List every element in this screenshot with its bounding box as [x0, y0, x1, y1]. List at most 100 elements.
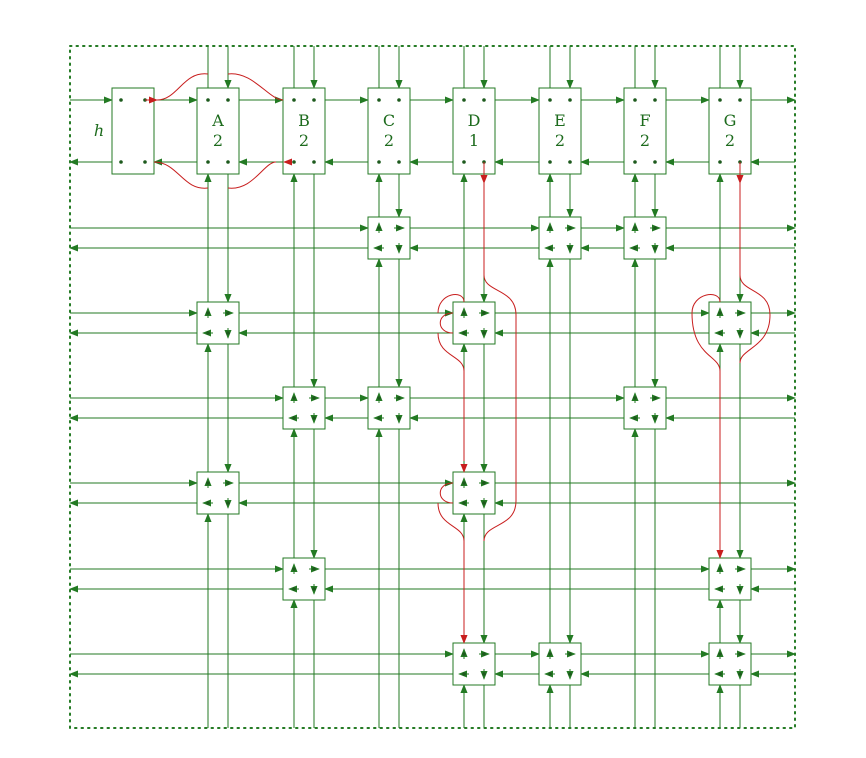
- crossing-port: [292, 396, 296, 400]
- crossing-port: [738, 311, 742, 315]
- column-box-port: [226, 160, 230, 164]
- crossing-port: [738, 672, 742, 676]
- crossing-port: [462, 652, 466, 656]
- crossing-port: [738, 587, 742, 591]
- crossing-box: [538, 642, 582, 686]
- crossing-port: [206, 481, 210, 485]
- column-box-port: [653, 98, 657, 102]
- crossing-port: [226, 481, 230, 485]
- column-box-port: [633, 160, 637, 164]
- column-letter-e: E: [554, 111, 566, 130]
- crossing-port: [312, 416, 316, 420]
- crossing-port: [377, 246, 381, 250]
- crossing-port: [653, 396, 657, 400]
- crossing-box: [623, 386, 667, 430]
- crossing-port: [548, 672, 552, 676]
- crossing-port: [462, 672, 466, 676]
- column-box-port: [397, 160, 401, 164]
- crossing-port: [292, 416, 296, 420]
- column-letter-b: B: [298, 111, 310, 130]
- crossing-box: [196, 471, 240, 515]
- column-box-a: [196, 87, 240, 175]
- crossing-port: [377, 416, 381, 420]
- crossing-port: [226, 311, 230, 315]
- h-box-port: [143, 160, 147, 164]
- h-box: [111, 87, 155, 175]
- column-box-port: [312, 98, 316, 102]
- red-d-left-bump-4: [439, 482, 454, 504]
- column-box-port: [718, 160, 722, 164]
- crossing-box: [282, 386, 326, 430]
- crossing-port: [633, 226, 637, 230]
- crossing-port: [462, 311, 466, 315]
- crossing-port: [548, 246, 552, 250]
- crossing-port: [568, 246, 572, 250]
- column-box-f: [623, 87, 667, 175]
- crossing-box: [452, 642, 496, 686]
- crossing-port: [377, 226, 381, 230]
- crossing-port: [653, 226, 657, 230]
- column-box-port: [568, 160, 572, 164]
- crossing-port: [312, 396, 316, 400]
- column-number-e: 2: [555, 131, 565, 150]
- crossing-port: [206, 501, 210, 505]
- crossing-box: [708, 557, 752, 601]
- crossing-box: [367, 216, 411, 260]
- crossing-port: [397, 246, 401, 250]
- column-number-f: 2: [640, 131, 650, 150]
- column-box-port: [482, 98, 486, 102]
- crossing-port: [226, 331, 230, 335]
- crossing-port: [718, 331, 722, 335]
- crossing-port: [206, 311, 210, 315]
- crossing-port: [738, 331, 742, 335]
- h-label: h: [94, 121, 104, 140]
- red-loop-a-top-left: [156, 73, 209, 101]
- crossing-port: [292, 567, 296, 571]
- h-box-port: [119, 98, 123, 102]
- red-d-left-descent: [437, 332, 465, 461]
- column-box-e: [538, 87, 582, 175]
- crossing-box: [538, 216, 582, 260]
- crossing-port: [568, 226, 572, 230]
- crossing-port: [548, 226, 552, 230]
- column-letter-c: C: [383, 111, 395, 130]
- red-d-left-lower: [437, 502, 465, 638]
- red-g-right-loop: [739, 183, 771, 364]
- crossing-port: [397, 226, 401, 230]
- crossing-box: [623, 216, 667, 260]
- column-box-port: [718, 98, 722, 102]
- column-box-port: [738, 98, 742, 102]
- crossing-box: [708, 642, 752, 686]
- crossing-port: [482, 481, 486, 485]
- column-box-g: [708, 87, 752, 175]
- column-box-port: [226, 98, 230, 102]
- crossing-port: [462, 501, 466, 505]
- column-box-port: [548, 160, 552, 164]
- column-letter-a: A: [211, 111, 224, 130]
- column-box-port: [206, 98, 210, 102]
- column-letter-d: D: [468, 111, 481, 130]
- red-loop-a-top-right: [227, 73, 284, 101]
- column-number-b: 2: [299, 131, 309, 150]
- crossing-port: [633, 246, 637, 250]
- column-number-d: 1: [469, 131, 479, 150]
- crossing-port: [548, 652, 552, 656]
- crossing-port: [482, 311, 486, 315]
- h-box-port: [119, 160, 123, 164]
- column-box-port: [206, 160, 210, 164]
- crossing-box: [282, 557, 326, 601]
- crossing-port: [482, 501, 486, 505]
- crossing-box: [708, 301, 752, 345]
- crossing-port: [397, 416, 401, 420]
- dotted-frame: [69, 45, 796, 729]
- red-d-right-loop: [483, 183, 517, 542]
- crossing-port: [718, 567, 722, 571]
- crossing-port: [377, 396, 381, 400]
- crossing-port: [312, 587, 316, 591]
- crossing-box: [367, 386, 411, 430]
- crossing-port: [482, 672, 486, 676]
- column-box-port: [633, 98, 637, 102]
- crossing-port: [718, 311, 722, 315]
- crossing-port: [462, 481, 466, 485]
